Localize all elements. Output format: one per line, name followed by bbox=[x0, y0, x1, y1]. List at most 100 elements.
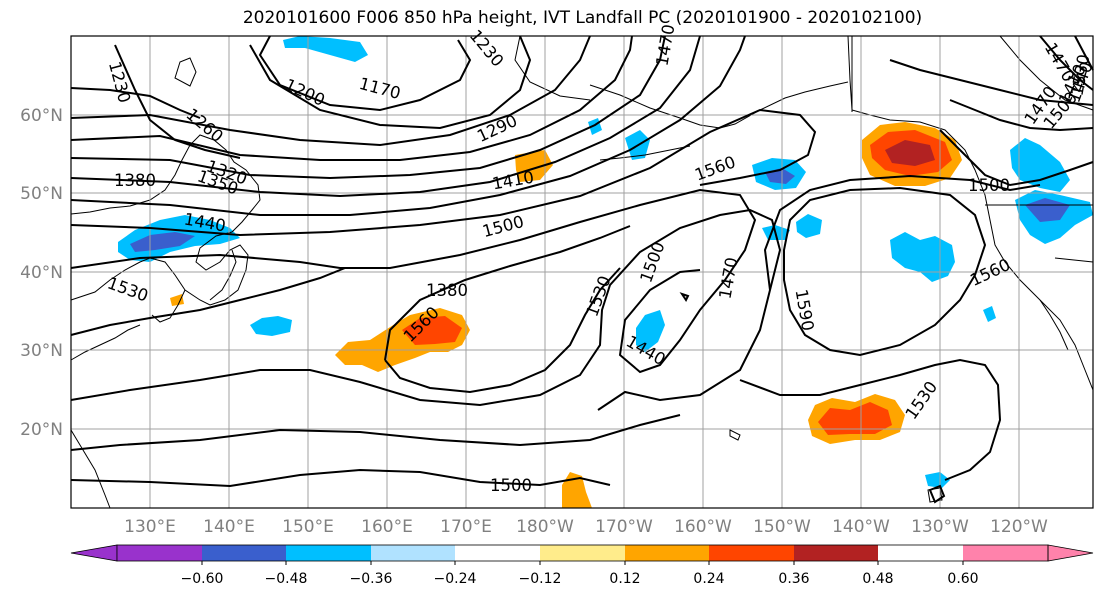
contour-line bbox=[949, 99, 1094, 132]
map-frame bbox=[70, 35, 1094, 509]
contour-line bbox=[70, 35, 701, 198]
contour-line bbox=[384, 225, 631, 361]
ivt-positive-area bbox=[515, 150, 553, 182]
lon-tick-label: 170°E bbox=[440, 517, 492, 537]
aleutians bbox=[599, 145, 691, 161]
contour-line bbox=[70, 468, 611, 488]
svg-text:1380: 1380 bbox=[114, 171, 156, 190]
ivt-negative-area bbox=[983, 306, 996, 322]
ivt-shading bbox=[118, 36, 1093, 508]
lon-tick-label: 150°W bbox=[753, 517, 811, 537]
contour-line bbox=[70, 35, 666, 180]
longitude-labels: 130°E 140°E 150°E 160°E 170°E 180°W 170°W 160°W… bbox=[124, 517, 1048, 537]
contour-line bbox=[928, 484, 946, 504]
contour-line bbox=[783, 186, 987, 357]
colorbar-tick-label: 0.36 bbox=[778, 571, 809, 587]
contour-line bbox=[889, 59, 1094, 106]
ivt-positive-area bbox=[562, 472, 592, 508]
ivt-positive-area bbox=[818, 402, 892, 435]
coastline-kamchatka bbox=[174, 57, 197, 87]
contour-label: 1380 bbox=[114, 171, 156, 190]
colorbar-swatch bbox=[625, 545, 709, 561]
contour-line bbox=[70, 267, 346, 336]
colorbar-tick-label: −0.24 bbox=[434, 571, 477, 587]
svg-text:1500: 1500 bbox=[490, 476, 532, 495]
colorbar-swatch bbox=[963, 545, 1048, 561]
contour-line bbox=[679, 292, 690, 302]
lat-tick-label: 40°N bbox=[20, 263, 63, 283]
colorbar-swatch bbox=[202, 545, 286, 561]
colorbar-extend-low bbox=[70, 544, 118, 562]
ivt-negative-area bbox=[1010, 138, 1070, 192]
contour-line bbox=[70, 208, 782, 411]
contour-line bbox=[70, 87, 201, 119]
latitude-labels: 60°N 50°N 40°N 30°N 20°N bbox=[20, 106, 63, 440]
height-contours bbox=[70, 35, 1094, 504]
colorbar-tick-label: −0.36 bbox=[350, 571, 393, 587]
colorbar-tick-label: 0.48 bbox=[862, 571, 893, 587]
colorbar-swatch bbox=[286, 545, 371, 561]
lon-tick-label: 130°W bbox=[911, 517, 969, 537]
ivt-negative-area bbox=[796, 214, 822, 238]
coastline-china bbox=[70, 324, 141, 361]
colorbar-swatch bbox=[455, 545, 540, 561]
colorbar-swatch bbox=[709, 545, 794, 561]
contour-line bbox=[939, 129, 1094, 187]
border-mexico-us bbox=[1054, 257, 1094, 263]
lon-tick-label: 130°E bbox=[124, 517, 176, 537]
ivt-negative-area bbox=[636, 310, 665, 352]
colorbar-tick-label: 0.24 bbox=[693, 571, 724, 587]
contour-label: 1500 bbox=[490, 476, 532, 495]
ivt-negative-area bbox=[925, 472, 950, 488]
colorbar-swatch bbox=[794, 545, 878, 561]
coastline-alaska bbox=[589, 81, 849, 129]
coastline-asia-south bbox=[70, 429, 111, 509]
contour-line bbox=[114, 44, 241, 159]
coastline-asia bbox=[70, 134, 261, 306]
lat-tick-label: 50°N bbox=[20, 184, 63, 204]
colorbar-tick-label: −0.48 bbox=[265, 571, 308, 587]
colorbar-swatch bbox=[371, 545, 455, 561]
contour-line bbox=[1039, 35, 1094, 91]
lat-tick-label: 60°N bbox=[20, 106, 63, 126]
colorbar-tick-label: 0.60 bbox=[947, 571, 978, 587]
contour-label: 1380 bbox=[426, 281, 468, 300]
contour-line bbox=[70, 188, 757, 374]
contour-line bbox=[70, 414, 681, 451]
contour-line bbox=[739, 358, 1002, 481]
lon-tick-label: 180°W bbox=[516, 517, 574, 537]
lon-tick-label: 140°W bbox=[832, 517, 890, 537]
contour-line bbox=[258, 35, 472, 112]
ivt-negative-area bbox=[890, 232, 955, 282]
coastline-japan bbox=[209, 249, 237, 301]
colorbar-extend-high bbox=[1047, 544, 1094, 562]
lon-tick-label: 160°E bbox=[361, 517, 413, 537]
colorbar-tick-label: −0.12 bbox=[519, 571, 562, 587]
ivt-positive-area bbox=[402, 316, 462, 345]
lon-tick-label: 160°W bbox=[674, 517, 732, 537]
lon-tick-label: 140°E bbox=[203, 517, 255, 537]
graticule bbox=[71, 36, 1093, 508]
contour-line bbox=[763, 174, 1041, 291]
contour-line bbox=[70, 35, 746, 216]
svg-text:1380: 1380 bbox=[426, 281, 468, 300]
lon-tick-label: 120°W bbox=[990, 517, 1048, 537]
colorbar-swatch bbox=[117, 545, 202, 561]
contour-label: 1500 bbox=[968, 176, 1010, 195]
coastline-baja bbox=[1039, 299, 1069, 351]
lon-tick-label: 170°W bbox=[595, 517, 653, 537]
colorbar-tick-label: 0.12 bbox=[609, 571, 640, 587]
ivt-negative-area bbox=[130, 232, 195, 252]
contour-line bbox=[70, 35, 591, 147]
ivt-negative-area bbox=[250, 316, 292, 336]
coastline-korea bbox=[151, 289, 186, 323]
lon-tick-label: 150°E bbox=[282, 517, 334, 537]
ivt-negative-area bbox=[1025, 198, 1070, 222]
lat-tick-label: 20°N bbox=[20, 420, 63, 440]
ivt-positive-area bbox=[170, 294, 184, 306]
contour-line bbox=[1074, 35, 1094, 71]
lat-tick-label: 30°N bbox=[20, 341, 63, 361]
contour-line bbox=[249, 35, 532, 130]
coastline-bering bbox=[514, 35, 591, 101]
